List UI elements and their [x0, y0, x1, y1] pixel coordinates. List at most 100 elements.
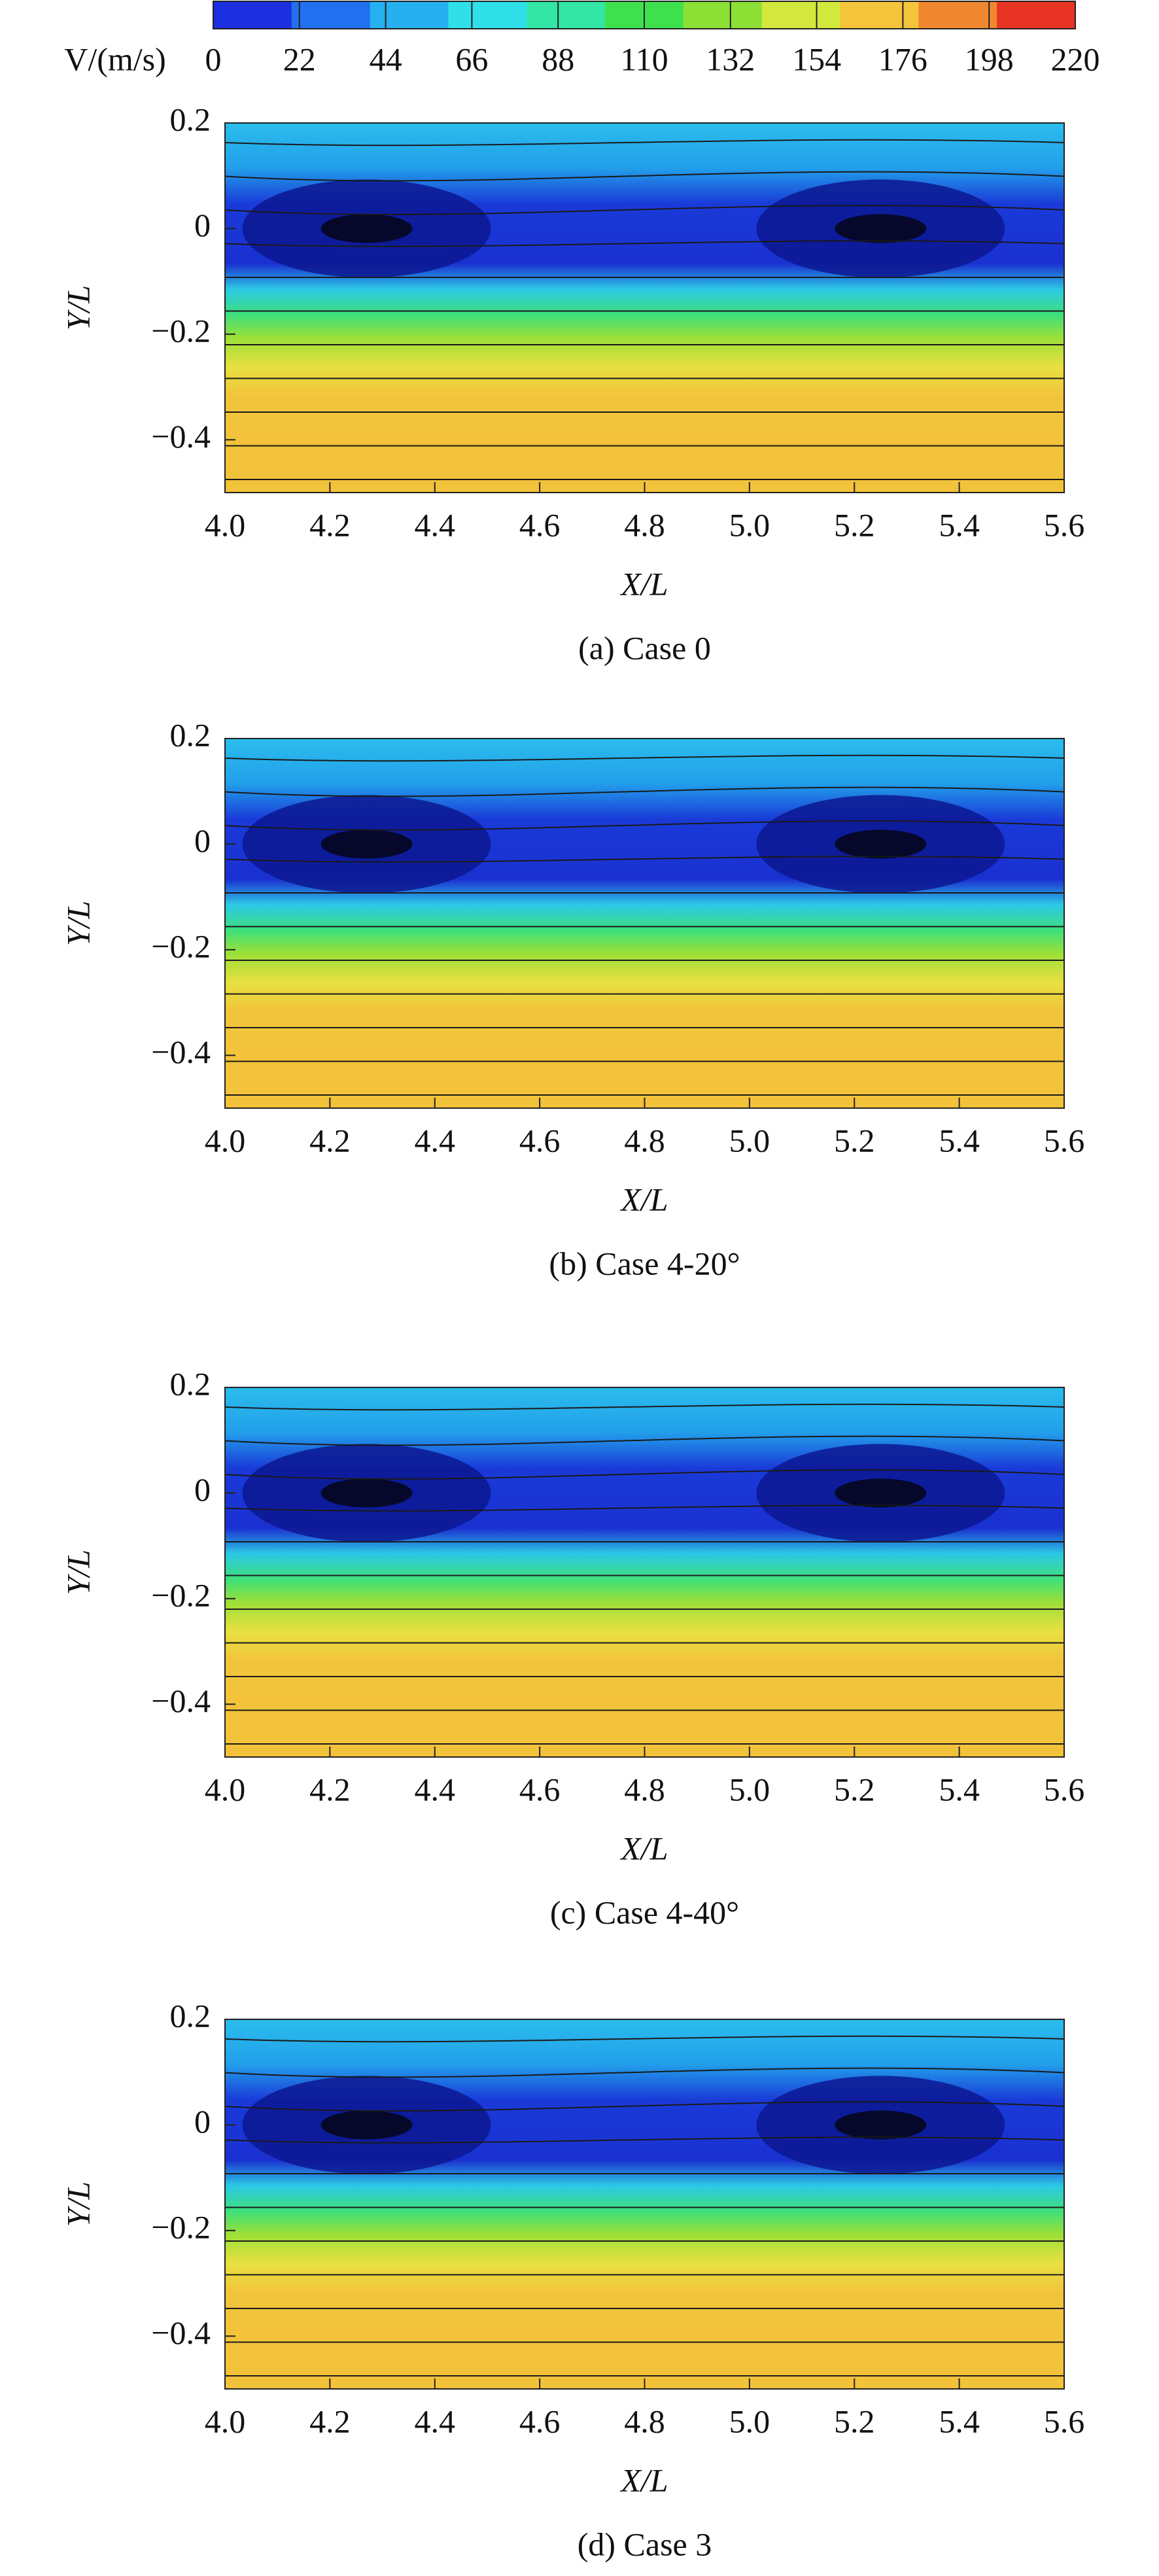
y-axis-label: Y/L — [60, 1550, 96, 1595]
colorbar-swatch — [840, 1, 919, 29]
x-tick-label: 4.4 — [415, 506, 456, 543]
x-axis-label: X/L — [619, 2462, 668, 2498]
colorbar-label: V/(m/s) — [64, 41, 166, 77]
x-tick-label: 5.4 — [939, 2403, 980, 2439]
x-tick-label: 4.4 — [415, 1122, 456, 1158]
x-tick-label: 5.6 — [1044, 506, 1085, 543]
colorbar-tick-label: 0 — [205, 41, 222, 77]
x-tick-label: 4.8 — [624, 1122, 665, 1158]
panel-caption: (a) Case 0 — [578, 629, 711, 666]
y-tick-label: −0.4 — [151, 2314, 211, 2351]
y-tick-label: −0.2 — [151, 1576, 211, 1613]
x-tick-label: 5.2 — [834, 2403, 875, 2439]
streamline — [224, 1505, 1065, 1512]
streamline — [224, 205, 1065, 215]
x-tick-label: 4.2 — [309, 1122, 351, 1158]
x-tick-label: 4.8 — [624, 506, 665, 543]
colorbar-tick-label: 176 — [878, 41, 927, 77]
x-tick-label: 4.6 — [519, 506, 561, 543]
y-tick-label: 0.2 — [170, 101, 211, 137]
streamline — [224, 856, 1065, 863]
x-tick-label: 4.2 — [309, 506, 351, 543]
streamline — [224, 2035, 1065, 2043]
colorbar-tick-label: 198 — [965, 41, 1014, 77]
streamline — [224, 1469, 1065, 1480]
y-tick-label: −0.4 — [151, 1034, 211, 1070]
y-tick-label: −0.2 — [151, 928, 211, 964]
colorbar-tick-label: 220 — [1051, 41, 1100, 77]
panel-caption: (c) Case 4-40° — [550, 1894, 739, 1930]
contour-panel — [224, 123, 1065, 493]
x-tick-label: 4.4 — [415, 1771, 456, 1807]
colorbar-swatch — [683, 1, 763, 29]
streamline — [224, 2067, 1065, 2078]
y-tick-label: 0 — [194, 1471, 211, 1508]
y-tick-label: −0.4 — [151, 1682, 211, 1719]
y-tick-label: 0 — [194, 822, 211, 859]
vortex-core — [835, 2110, 927, 2140]
colorbar-swatch — [291, 1, 371, 29]
x-tick-label: 4.0 — [205, 2403, 246, 2439]
y-tick-label: 0.2 — [170, 1365, 211, 1402]
streamline — [224, 240, 1065, 247]
streamline — [224, 754, 1065, 762]
panel-caption: (d) Case 3 — [578, 2526, 712, 2562]
streamline — [224, 139, 1065, 147]
colorbar-swatch — [761, 1, 841, 29]
x-tick-label: 5.0 — [729, 1122, 770, 1158]
x-tick-label: 4.0 — [205, 506, 246, 543]
x-tick-label: 4.8 — [624, 1771, 665, 1807]
y-tick-label: 0.2 — [170, 1997, 211, 2034]
streamline — [224, 2101, 1065, 2112]
y-tick-label: 0 — [194, 207, 211, 243]
x-tick-label: 5.6 — [1044, 1122, 1085, 1158]
x-tick-label: 5.2 — [834, 1771, 875, 1807]
colorbar-swatch — [997, 1, 1076, 29]
vortex-core — [835, 214, 927, 243]
vortex-core — [835, 1478, 927, 1508]
x-tick-label: 5.0 — [729, 2403, 770, 2439]
y-axis-label: Y/L — [60, 901, 96, 947]
colorbar-swatch — [918, 1, 997, 29]
contour-panel — [224, 739, 1065, 1108]
streamline — [224, 2136, 1065, 2144]
x-tick-label: 4.6 — [519, 2403, 561, 2439]
x-tick-label: 5.2 — [834, 1122, 875, 1158]
streamline — [224, 820, 1065, 831]
x-tick-label: 5.6 — [1044, 2403, 1085, 2439]
x-tick-label: 5.6 — [1044, 1771, 1085, 1807]
x-axis-label: X/L — [619, 1181, 668, 1217]
colorbar-tick-label: 66 — [455, 41, 488, 77]
colorbar-swatch — [527, 1, 606, 29]
colorbar-tick-label: 88 — [542, 41, 574, 77]
y-axis-label: Y/L — [60, 2182, 96, 2227]
y-tick-label: 0.2 — [170, 716, 211, 753]
streamline — [224, 1435, 1065, 1446]
x-axis-label: X/L — [619, 1830, 668, 1866]
contour-panel — [224, 1387, 1065, 1757]
contour-field — [225, 739, 1064, 1108]
x-tick-label: 4.0 — [205, 1122, 246, 1158]
x-tick-label: 5.0 — [729, 1771, 770, 1807]
x-tick-label: 4.2 — [309, 2403, 351, 2439]
streamline — [224, 1403, 1065, 1411]
contour-field — [225, 123, 1064, 493]
streamline — [224, 786, 1065, 797]
contour-panel — [224, 2019, 1065, 2389]
y-tick-label: −0.2 — [151, 312, 211, 349]
colorbar-tick-label: 154 — [792, 41, 841, 77]
x-tick-label: 4.8 — [624, 2403, 665, 2439]
x-tick-label: 5.4 — [939, 1771, 980, 1807]
vortex-core — [320, 1478, 413, 1508]
vortex-core — [320, 2110, 413, 2140]
x-tick-label: 5.0 — [729, 506, 770, 543]
contour-field — [225, 1387, 1064, 1757]
x-tick-label: 4.0 — [205, 1771, 246, 1807]
x-tick-label: 4.6 — [519, 1771, 561, 1807]
vortex-core — [320, 829, 413, 859]
colorbar-tick-label: 44 — [370, 41, 402, 77]
y-tick-label: 0 — [194, 2103, 211, 2140]
panel-caption: (b) Case 4-20° — [549, 1245, 740, 1281]
y-tick-label: −0.2 — [151, 2208, 211, 2245]
